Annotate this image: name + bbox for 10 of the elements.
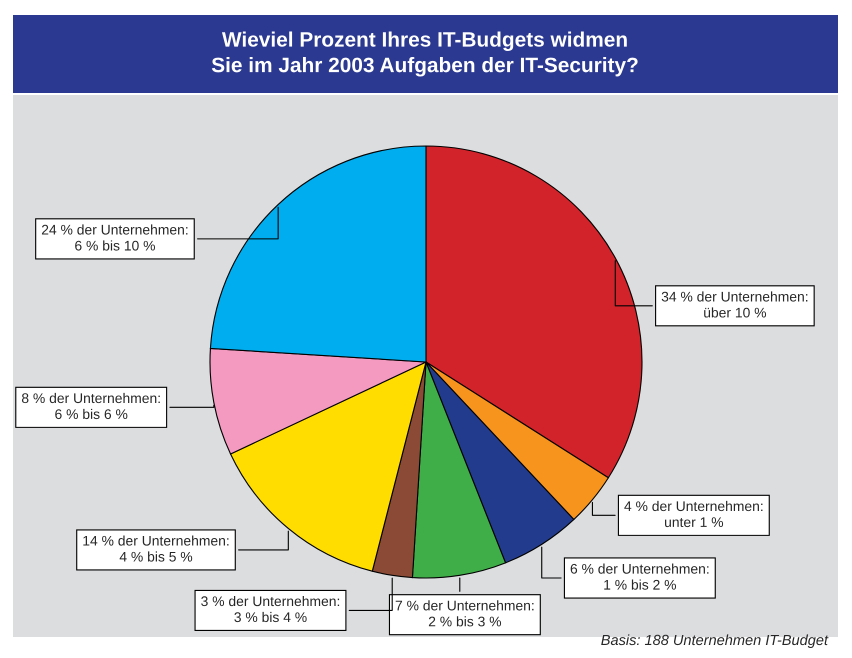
slice-label: 24 % der Unternehmen: 6 % bis 10 % <box>42 224 188 251</box>
chart-title: Wieviel Prozent Ihres IT-Budgets widmen Sie im Jahr 2003 Aufgaben der IT-Security? <box>212 31 638 77</box>
slice-label: 8 % der Unternehmen: 6 % bis 6 % <box>22 392 160 420</box>
slice-label: 3 % der Unternehmen: 3 % bis 4 % <box>201 596 340 622</box>
text: Basis: 188 Unternehmen IT-Budget <box>601 634 829 648</box>
legend-label: 7 % der Unternehmen: 2 % bis 3 % <box>396 600 534 626</box>
slice-label: 4 % der Unternehmen: unter 1 % <box>624 500 762 528</box>
slice-label: 34 % der Unternehmen: über 10 % <box>662 291 808 318</box>
slice-label: 14 % der Unternehmen: 4 % bis 5 % <box>83 535 228 562</box>
slice-label: 6 % der Unternehmen: 1 % bis 2 % <box>570 564 708 590</box>
